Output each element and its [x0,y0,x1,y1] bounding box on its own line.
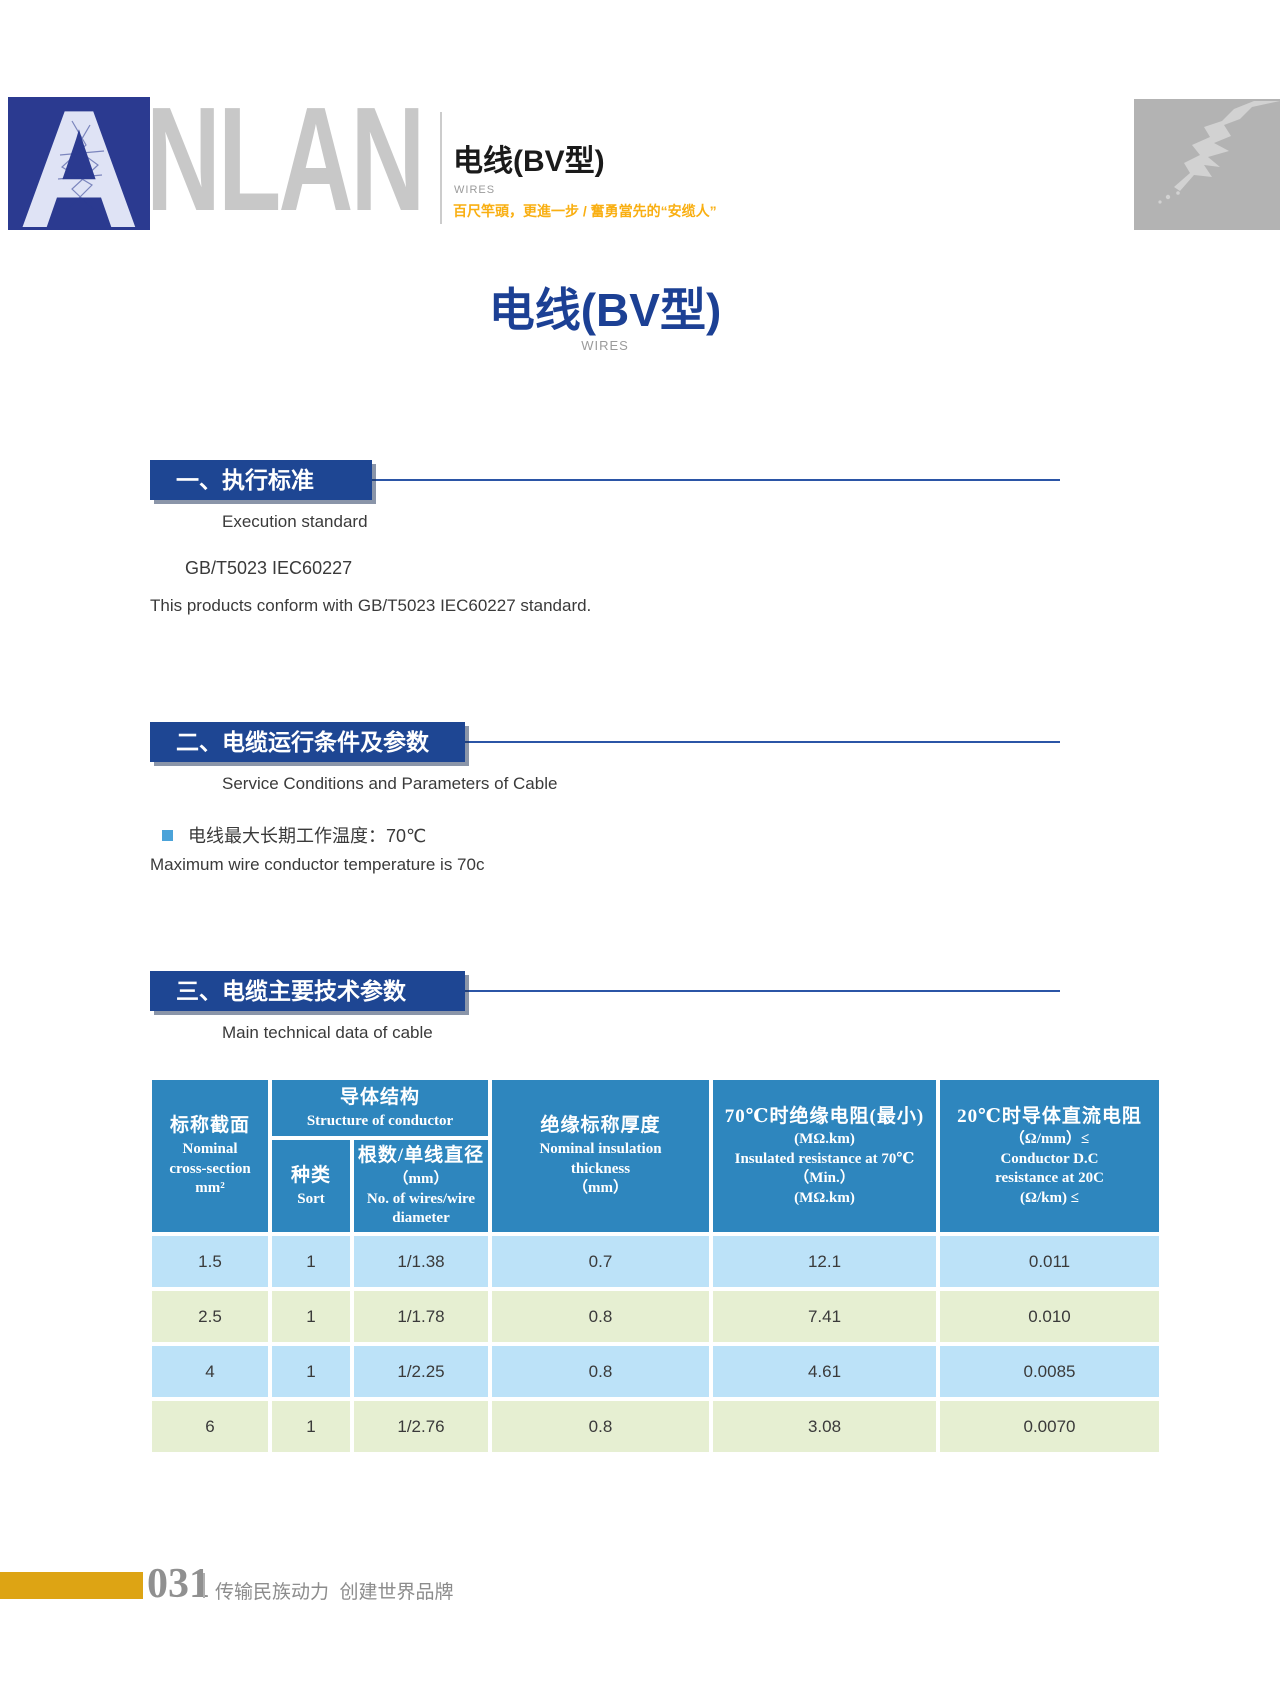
header-slogan: 百尺竿頭，更進一步 / 奮勇當先的“安缆人” [453,203,717,219]
cell-insulation-resistance: 7.41 [713,1291,936,1342]
power-tower-icon [57,120,105,211]
cell-cross-section: 2.5 [152,1291,268,1342]
cell-cross-section: 6 [152,1401,268,1452]
cell-insulation-thickness: 0.8 [492,1401,709,1452]
cell-wires-diameter: 1/2.76 [354,1401,488,1452]
cell-dc-resistance: 0.010 [940,1291,1159,1342]
section-heading-en: Service Conditions and Parameters of Cab… [222,774,558,793]
section-heading-en: Execution standard [222,512,368,531]
cell-dc-resistance: 0.0070 [940,1401,1159,1452]
brand-logo: A [8,97,150,230]
col-header-dc-resistance: 20℃时导体直流电阻 （Ω/mm）≤ Conductor D.C resistance… [940,1080,1159,1232]
cell-wires-diameter: 1/1.78 [354,1291,488,1342]
section-rule [150,741,1060,743]
col-header-wires-diameter: 根数/单线直径 （mm） No. of wires/wire diameter [354,1140,488,1232]
cell-dc-resistance: 0.0085 [940,1346,1159,1397]
section-service-conditions: 二、电缆运行条件及参数 Service Conditions and Param… [150,722,1060,832]
cell-insulation-thickness: 0.7 [492,1236,709,1287]
brand-wordmark: NLAN [146,96,425,230]
col-group-structure-of-conductor: 导体结构 Structure of conductor [272,1080,488,1136]
max-temperature-en: Maximum wire conductor temperature is 70… [150,855,485,874]
cell-wires-diameter: 1/2.25 [354,1346,488,1397]
col-header-insulation-thickness: 绝缘标称厚度 Nominal insulation thickness （mm） [492,1080,709,1232]
header-product-subtitle: WIRES [454,184,496,196]
col-header-sort: 种类 Sort [272,1140,350,1232]
page-subtitle: WIRES [581,338,629,353]
header-product-title: 电线(BV型) [453,145,605,178]
cell-wires-diameter: 1/1.38 [354,1236,488,1287]
spec-table: 标称截面 Nominal cross-section mm² 导体结构 Structur… [148,1076,1163,1456]
bullet-square-icon [162,830,173,841]
section-heading-badge: 二、电缆运行条件及参数 [150,722,465,762]
page-number: 031 [147,1561,210,1607]
cell-insulation-thickness: 0.8 [492,1346,709,1397]
cell-sort: 1 [272,1346,350,1397]
cell-insulation-thickness: 0.8 [492,1291,709,1342]
table-row: 2.5 1 1/1.78 0.8 7.41 0.010 [152,1291,1159,1342]
map-image [1134,99,1280,230]
section-technical-data: 三、电缆主要技术参数 Main technical data of cable [150,971,1060,1081]
page-title: 电线(BV型) [488,284,722,336]
cell-insulation-resistance: 12.1 [713,1236,936,1287]
cell-sort: 1 [272,1236,350,1287]
cell-dc-resistance: 0.011 [940,1236,1159,1287]
section-heading-en: Main technical data of cable [222,1023,433,1042]
col-header-nominal-cross-section: 标称截面 Nominal cross-section mm² [152,1080,268,1232]
section-heading-badge: 一、执行标准 [150,460,372,500]
standard-codes: GB/T5023 IEC60227 [185,558,353,578]
section-rule [150,479,1060,481]
logo-letter-a: A [18,97,140,230]
header-divider [440,112,442,224]
cell-sort: 1 [272,1291,350,1342]
footer-gold-bar [0,1572,143,1599]
cell-sort: 1 [272,1401,350,1452]
footer-divider [203,1573,205,1598]
cell-cross-section: 1.5 [152,1236,268,1287]
cell-insulation-resistance: 4.61 [713,1346,936,1397]
max-temperature-cn: 电线最大长期工作温度：70℃ [188,826,427,846]
map-landmass [1174,101,1280,191]
cell-insulation-resistance: 3.08 [713,1401,936,1452]
cell-cross-section: 4 [152,1346,268,1397]
footer-tagline: 传输民族动力 创建世界品牌 [215,1582,454,1603]
table-row: 1.5 1 1/1.38 0.7 12.1 0.011 [152,1236,1159,1287]
section-heading-badge: 三、电缆主要技术参数 [150,971,465,1011]
col-header-insulation-resistance: 70℃时绝缘电阻(最小) (MΩ.km) Insulated resistance … [713,1080,936,1232]
standard-statement: This products conform with GB/T5023 IEC6… [150,596,592,615]
section-rule [150,990,1060,992]
section-execution-standard: 一、执行标准 Execution standard [150,460,1060,570]
table-row: 6 1 1/2.76 0.8 3.08 0.0070 [152,1401,1159,1452]
table-row: 4 1 1/2.25 0.8 4.61 0.0085 [152,1346,1159,1397]
